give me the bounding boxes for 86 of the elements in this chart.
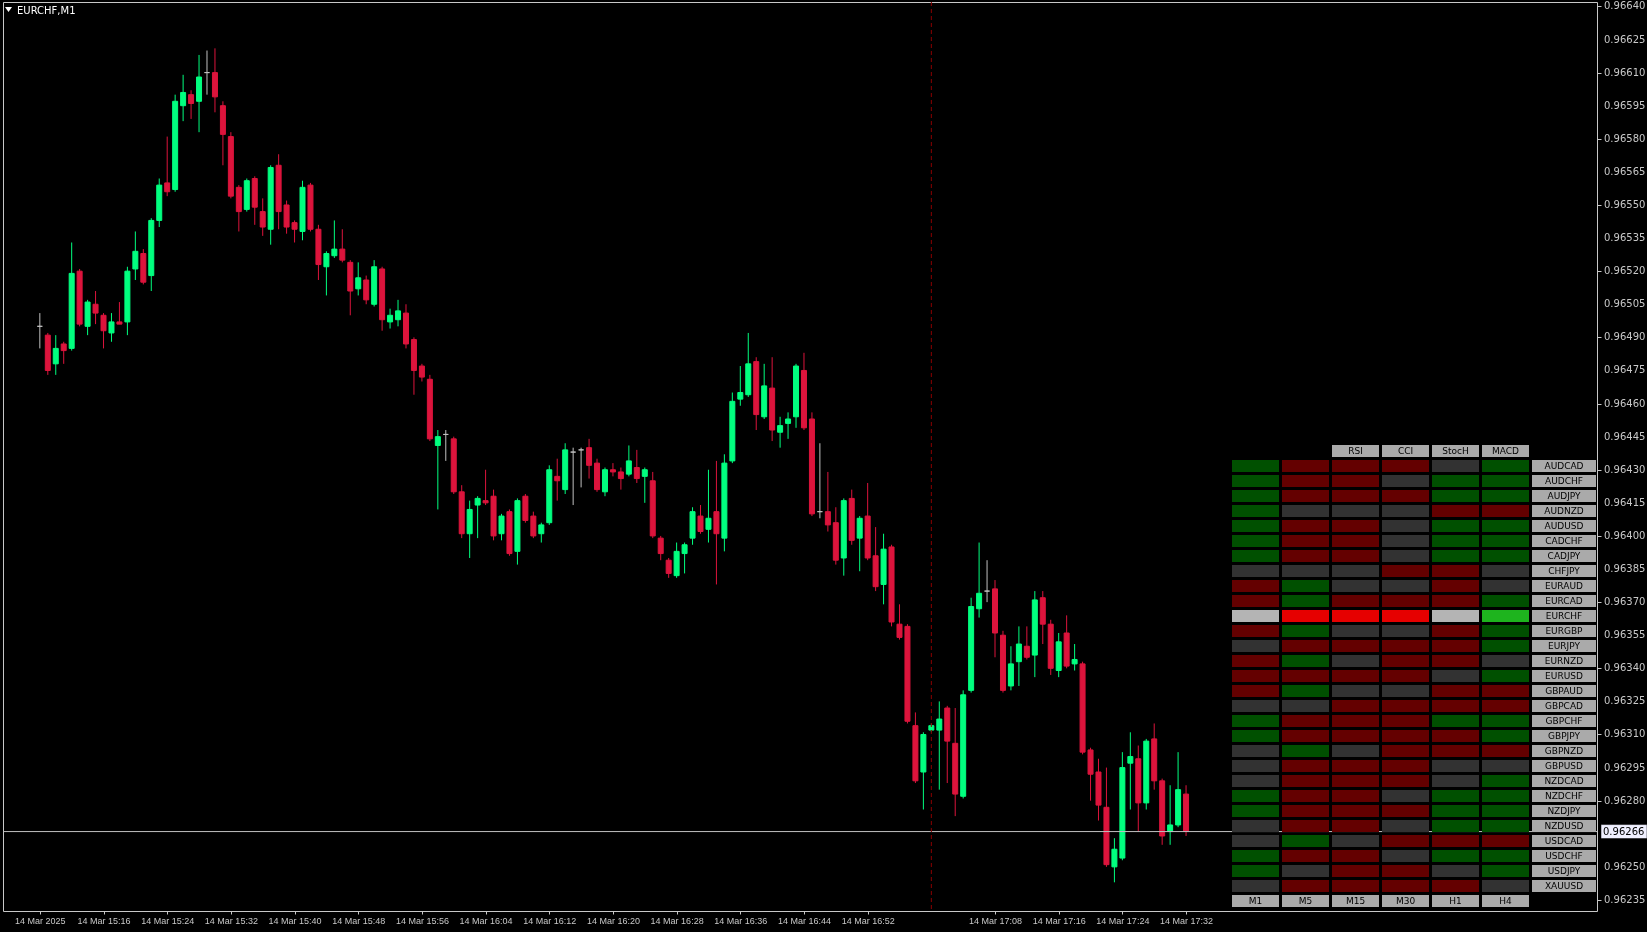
annotation: RSI <box>1332 445 1379 457</box>
y-tick-label: 0.96250 <box>1604 860 1646 872</box>
category-label: EURCHF <box>1545 611 1583 621</box>
category-label: EURNZD <box>1544 656 1584 666</box>
x-tick-label: 14 Mar 17:16 <box>1032 915 1086 926</box>
y-tick-label: 0.96355 <box>1604 629 1646 641</box>
chart-title: EURCHF,M1 <box>17 5 76 16</box>
category-label: GBPCHF <box>1545 716 1583 726</box>
category-label: NZDUSD <box>1544 821 1584 831</box>
y-tick-label: 0.96235 <box>1604 893 1646 905</box>
y-tick-label: 0.96385 <box>1604 563 1646 575</box>
category-label: NZDJPY <box>1547 806 1581 816</box>
category-label: EURGBP <box>1545 626 1583 636</box>
category-label: NZDCHF <box>1544 791 1584 801</box>
y-tick-label: 0.96640 <box>1604 0 1646 12</box>
category-label: AUDUSD <box>1544 521 1584 531</box>
x-tick-label: 14 Mar 16:20 <box>586 915 640 926</box>
category-label: XAUUSD <box>1544 881 1584 891</box>
x-tick-label: 14 Mar 16:36 <box>714 915 768 926</box>
category-label: NZDCAD <box>1544 776 1584 786</box>
y-tick-label: 0.96415 <box>1604 496 1646 508</box>
category-label: GBPCAD <box>1545 701 1583 711</box>
y-tick-label: 0.96550 <box>1604 198 1646 210</box>
y-tick-label: 0.96520 <box>1604 265 1646 277</box>
x-tick-label: 14 Mar 16:44 <box>777 915 831 926</box>
x-tick-label: 14 Mar 15:48 <box>332 915 386 926</box>
y-tick-label: 0.96325 <box>1604 695 1646 707</box>
x-tick-label: 14 Mar 15:16 <box>77 915 131 926</box>
x-tick-label: 14 Mar 15:40 <box>268 915 322 926</box>
x-tick-label: 14 Mar 16:52 <box>841 915 895 926</box>
category-label: EURCAD <box>1545 596 1583 606</box>
category-label: GBPAUD <box>1545 686 1583 696</box>
y-tick-label: 0.96400 <box>1604 529 1646 541</box>
category-label: H4 <box>1482 895 1529 907</box>
y-tick-label: 0.96505 <box>1604 298 1646 310</box>
category-label: GBPNZD <box>1544 746 1584 756</box>
x-tick-label: 14 Mar 16:04 <box>459 915 513 926</box>
category-label: AUDCHF <box>1545 476 1583 486</box>
category-label: USDCHF <box>1545 851 1583 861</box>
annotation: MACD <box>1482 445 1529 457</box>
x-tick-label: 14 Mar 15:32 <box>204 915 258 926</box>
y-tick-label: 0.96460 <box>1604 397 1646 409</box>
x-tick-label: 14 Mar 15:24 <box>141 915 195 926</box>
x-tick-label: 14 Mar 16:12 <box>523 915 577 926</box>
category-label: M15 <box>1332 895 1379 907</box>
x-tick-label: 14 Mar 17:24 <box>1096 915 1150 926</box>
x-tick-label: 14 Mar 17:32 <box>1160 915 1214 926</box>
category-label: M30 <box>1382 895 1429 907</box>
y-tick-label: 0.96430 <box>1604 463 1646 475</box>
category-label: M1 <box>1232 895 1279 907</box>
category-label: EURJPY <box>1548 641 1580 651</box>
y-tick-label: 0.96625 <box>1604 33 1646 45</box>
y-tick-label: 0.96595 <box>1604 99 1646 111</box>
category-label: CADJPY <box>1547 551 1581 561</box>
y-tick-label: 0.96475 <box>1604 364 1646 376</box>
y-tick-label: 0.96580 <box>1604 132 1646 144</box>
y-tick-label: 0.96370 <box>1604 596 1646 608</box>
category-label: GBPUSD <box>1545 761 1583 771</box>
y-tick-label: 0.96310 <box>1604 728 1646 740</box>
category-label: M5 <box>1282 895 1329 907</box>
y-tick-label: 0.96295 <box>1604 761 1646 773</box>
x-tick-label: 14 Mar 16:28 <box>650 915 704 926</box>
category-label: CADCHF <box>1545 536 1583 546</box>
category-label: CHFJPY <box>1548 566 1580 576</box>
y-tick-label: 0.96535 <box>1604 232 1646 244</box>
category-label: USDJPY <box>1547 866 1581 876</box>
x-tick-label: 14 Mar 15:56 <box>395 915 449 926</box>
y-tick-label: 0.96445 <box>1604 430 1646 442</box>
category-label: AUDCAD <box>1544 461 1584 471</box>
category-label: H1 <box>1432 895 1479 907</box>
category-label: USDCAD <box>1544 836 1584 846</box>
y-tick-label: 0.96565 <box>1604 165 1646 177</box>
category-label: EURUSD <box>1545 671 1583 681</box>
category-label: AUDNZD <box>1544 506 1584 516</box>
y-tick-label: 0.96340 <box>1604 662 1646 674</box>
category-label: AUDJPY <box>1547 491 1581 501</box>
y-tick-label: 0.96490 <box>1604 331 1646 343</box>
category-label: EURAUD <box>1545 581 1583 591</box>
annotation: CCI <box>1382 445 1429 457</box>
x-tick-label: 14 Mar 17:08 <box>968 915 1023 926</box>
x-tick-label: 14 Mar 2025 <box>15 915 66 926</box>
y-tick-label: 0.96280 <box>1604 794 1646 806</box>
category-label: GBPJPY <box>1548 731 1580 741</box>
ref-line-label: 0.96266 <box>1603 825 1645 837</box>
y-tick-label: 0.96610 <box>1604 66 1646 78</box>
annotation: StocH <box>1432 445 1479 457</box>
